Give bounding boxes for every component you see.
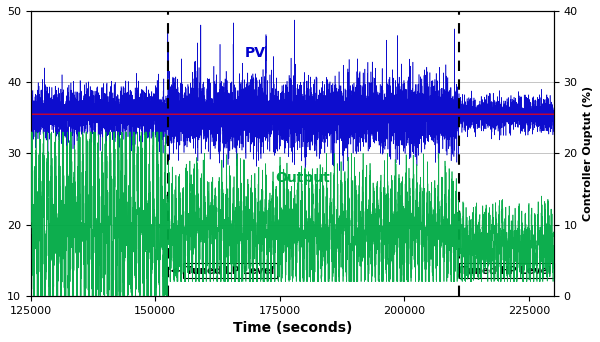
Text: Tuned LP Level: Tuned LP Level — [172, 266, 274, 276]
Text: Tuned HP Level: Tuned HP Level — [461, 266, 551, 276]
Text: PV: PV — [245, 46, 266, 60]
Y-axis label: Controller Ouptut (%): Controller Ouptut (%) — [583, 86, 593, 221]
X-axis label: Time (seconds): Time (seconds) — [233, 321, 352, 335]
Text: Output: Output — [275, 171, 329, 185]
